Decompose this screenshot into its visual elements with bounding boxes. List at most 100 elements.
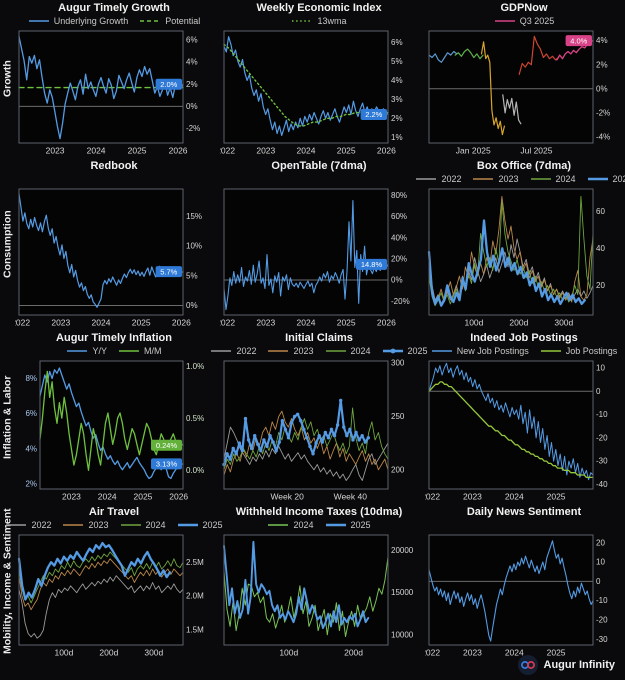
svg-text:6%: 6% — [186, 35, 198, 44]
svg-text:2025: 2025 — [128, 146, 147, 156]
svg-text:80%: 80% — [391, 191, 407, 200]
svg-text:4%: 4% — [186, 58, 198, 67]
svg-text:0: 0 — [596, 387, 601, 396]
svg-text:300d: 300d — [554, 318, 573, 328]
legend-item-13wma: 13wma — [292, 16, 347, 26]
panel-daily-news-sentiment: Daily News Sentiment 20100-10-20-3020222… — [425, 506, 623, 658]
chart-canvas: 300 250 200 Week 20 Week 40 — [222, 359, 405, 502]
legend-item-2025: 2025 — [382, 346, 428, 356]
svg-text:2026: 2026 — [377, 318, 396, 328]
row-label-inflation-labor: Inflation & Labor — [1, 375, 14, 459]
svg-text:2024: 2024 — [92, 318, 111, 328]
chart-plot: 20 10 0 -10 -20 -30 2022 2023 2024 2025 — [425, 531, 623, 658]
svg-text:2023: 2023 — [62, 492, 81, 502]
svg-text:200d: 200d — [509, 318, 528, 328]
svg-text:10: 10 — [596, 558, 605, 567]
svg-text:14.8%: 14.8% — [361, 260, 383, 269]
row-label-consumption: Consumption — [1, 210, 14, 278]
chart-canvas: 4% 2% 0% -2% -4% Jan 2025 Jul 2025 4.0% — [428, 30, 610, 156]
legend-item-2022: 2022 — [211, 346, 257, 356]
svg-text:40%: 40% — [391, 233, 407, 242]
svg-text:20000: 20000 — [391, 546, 414, 555]
svg-text:Week 40: Week 40 — [334, 492, 368, 502]
legend-item-2025: 2025 — [325, 520, 371, 530]
svg-text:-2%: -2% — [596, 108, 610, 117]
legend-item-underlying-growth: Underlying Growth — [28, 16, 129, 26]
svg-text:2%: 2% — [596, 60, 608, 69]
svg-text:0%: 0% — [391, 276, 403, 285]
chart-plot: 80% 60% 40% 20% 0% -20% 2022 2023 2024 2025 2026 14… — [220, 185, 418, 328]
svg-text:2025: 2025 — [337, 318, 356, 328]
svg-text:1%: 1% — [391, 133, 403, 142]
chart-title: GDPNow — [500, 2, 548, 14]
chart-title: Daily News Sentiment — [466, 506, 582, 518]
svg-text:0%: 0% — [596, 84, 608, 93]
legend-item-job-postings: Job Postings — [540, 346, 618, 356]
svg-text:2024: 2024 — [87, 146, 106, 156]
svg-text:2.2%: 2.2% — [365, 110, 382, 119]
legend-item-y-y: Y/Y — [67, 346, 107, 356]
svg-text:2.0%: 2.0% — [160, 80, 177, 89]
svg-text:Week 20: Week 20 — [270, 492, 304, 502]
legend-item-2023: 2023 — [268, 346, 314, 356]
svg-text:3.13%: 3.13% — [156, 460, 178, 469]
chart-canvas: 60 40 20 100d 200d 300d — [427, 188, 605, 328]
panel-augur-timely-inflation: Augur Timely Inflation Y/Y M/M 1.0% 0.5% 0.… — [15, 332, 213, 502]
svg-text:2026: 2026 — [169, 146, 188, 156]
chart-title: Redbook — [90, 160, 138, 172]
svg-text:1.5M: 1.5M — [186, 626, 204, 635]
logo: Augur Infinity — [517, 655, 615, 675]
svg-text:200: 200 — [391, 465, 405, 474]
svg-text:200d: 200d — [99, 648, 118, 658]
chart-legend: 2022 2023 2024 2025 — [211, 345, 428, 357]
chart-canvas: 20 10 0 -10 -20 -30 2022 2023 2024 2025 — [425, 534, 608, 658]
svg-text:-2%: -2% — [186, 124, 200, 133]
chart-canvas: 80% 60% 40% 20% 0% -20% 2022 2023 2024 2025 2026 14… — [220, 188, 410, 328]
svg-text:15%: 15% — [186, 212, 202, 221]
row-label-growth: Growth — [1, 60, 14, 98]
legend-item-new-job-postings: New Job Postings — [431, 346, 529, 356]
svg-text:2%: 2% — [186, 80, 198, 89]
chart-canvas: 10 0 -10 -20 -30 -40 2022 2023 2024 2025 — [425, 360, 608, 502]
svg-text:Jul 2025: Jul 2025 — [520, 146, 552, 156]
chart-plot: 2.5M 2.0M 1.5M 100d 200d 300d — [15, 531, 213, 658]
svg-text:4.0%: 4.0% — [570, 36, 587, 45]
svg-text:2024: 2024 — [98, 492, 117, 502]
chart-canvas: 2.5M 2.0M 1.5M 100d 200d 300d — [17, 534, 204, 658]
panel-initial-claims: Initial Claims 2022 2023 2024 2025 300 250 20… — [211, 332, 428, 502]
svg-text:0: 0 — [596, 577, 601, 586]
svg-text:2023: 2023 — [46, 146, 65, 156]
svg-text:250: 250 — [391, 412, 405, 421]
infinity-logo-icon — [517, 655, 538, 675]
svg-text:2.0M: 2.0M — [186, 592, 204, 601]
chart-title: Augur Timely Growth — [58, 2, 170, 14]
svg-text:3%: 3% — [391, 95, 403, 104]
svg-text:2%: 2% — [25, 479, 37, 488]
legend-item-2025: 2025 — [587, 174, 625, 184]
svg-text:2025: 2025 — [547, 648, 566, 658]
chart-plot: 60 40 20 100d 200d 300d — [425, 185, 623, 328]
svg-text:-20: -20 — [596, 433, 608, 442]
svg-text:100d: 100d — [279, 648, 298, 658]
chart-plot: 4% 2% 0% -2% -4% Jan 2025 Jul 2025 4.0% — [425, 27, 623, 156]
legend-item-2024: 2024 — [268, 520, 314, 530]
panel-air-travel: Air Travel 2022 2023 2024 2025 2.5M 2.0M 1.5M… — [6, 506, 223, 658]
svg-text:200d: 200d — [344, 648, 363, 658]
legend-item-2023: 2023 — [473, 174, 519, 184]
chart-grid: Augur Timely Growth Underlying Growth Pot… — [6, 2, 625, 658]
svg-text:10: 10 — [596, 364, 605, 373]
chart-legend: Q3 2025 — [425, 15, 623, 27]
svg-text:8%: 8% — [25, 374, 37, 383]
svg-text:2023: 2023 — [463, 492, 482, 502]
svg-text:2024: 2024 — [505, 492, 524, 502]
svg-text:-20%: -20% — [391, 297, 410, 306]
panel-augur-timely-growth: Augur Timely Growth Underlying Growth Pot… — [15, 2, 213, 156]
chart-canvas: 6% 5% 4% 3% 2% 1% 2022 2023 2024 2025 2026 2.2% — [220, 30, 403, 156]
svg-text:20: 20 — [596, 281, 605, 290]
svg-text:15000: 15000 — [391, 588, 414, 597]
chart-title: Augur Timely Inflation — [56, 332, 172, 344]
svg-text:100d: 100d — [464, 318, 483, 328]
svg-text:6%: 6% — [391, 38, 403, 47]
svg-text:2023: 2023 — [463, 648, 482, 658]
